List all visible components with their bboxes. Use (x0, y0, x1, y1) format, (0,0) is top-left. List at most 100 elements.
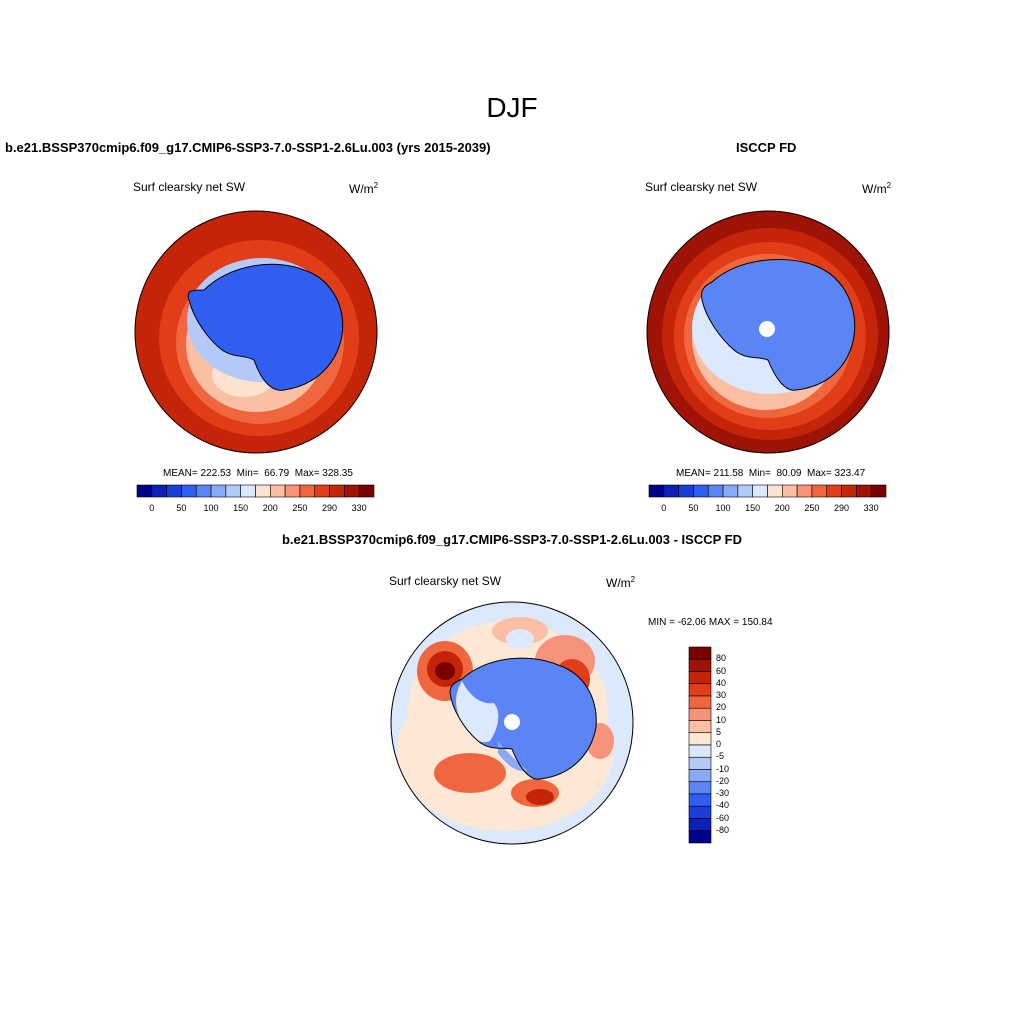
colorbar-tick-label: 30 (716, 690, 727, 700)
colorbar-swatch (688, 769, 712, 783)
colorbar-swatch (688, 646, 712, 660)
colorbar-swatch (329, 484, 345, 498)
colorbar-swatch (314, 484, 330, 498)
panel2-variable-label: Surf clearsky net SW (645, 180, 758, 194)
panel2-units: W/m2 (862, 181, 892, 196)
colorbar-swatch (693, 484, 709, 498)
panel3-units: W/m2 (606, 575, 636, 590)
colorbar-tick-label: 10 (716, 714, 727, 725)
colorbar-swatch (688, 756, 712, 770)
panel1-polar-map (134, 210, 378, 454)
colorbar-tick-label: 40 (716, 677, 727, 688)
colorbar-swatch (648, 484, 665, 498)
colorbar-tick-label: 20 (716, 702, 727, 713)
colorbar-tick-label: 250 (804, 503, 820, 513)
colorbar-swatch (688, 818, 712, 832)
colorbar-tick-label: 290 (322, 503, 338, 513)
colorbar-swatch (284, 484, 301, 498)
colorbar-tick-label: 0 (716, 739, 722, 749)
panel2-colorbar (648, 484, 887, 498)
colorbar-tick-label: 150 (745, 503, 761, 513)
colorbar-swatch (841, 484, 857, 498)
colorbar-swatch (752, 484, 768, 498)
colorbar-swatch (722, 484, 739, 498)
colorbar-tick-label: 5 (716, 726, 722, 737)
colorbar-swatch (358, 484, 375, 498)
colorbar-tick-label: 0 (661, 503, 667, 513)
colorbar-swatch (151, 484, 167, 498)
colorbar-swatch (270, 484, 286, 498)
colorbar-swatch (688, 695, 712, 709)
figure-title: DJF (486, 92, 538, 123)
colorbar-swatch (344, 484, 360, 498)
colorbar-tick-label: 200 (774, 503, 790, 513)
colorbar-swatch (782, 484, 798, 498)
colorbar-tick-label: -10 (716, 763, 730, 774)
colorbar-tick-label: 200 (262, 503, 278, 513)
panel3-variable-label: Surf clearsky net SW (389, 574, 502, 588)
colorbar-tick-label: 50 (176, 503, 187, 513)
colorbar-tick-label: 330 (863, 503, 879, 513)
colorbar-swatch (688, 781, 712, 795)
colorbar-swatch (240, 484, 256, 498)
panel1-case-title: b.e21.BSSP370cmip6.f09_g17.CMIP6-SSP3-7.… (5, 140, 491, 155)
colorbar-swatch (166, 484, 182, 498)
colorbar-tick-label: -40 (716, 800, 730, 811)
panel2-stats: MEAN= 211.58 Min= 80.09 Max= 323.47 (676, 468, 866, 479)
colorbar-swatch (688, 658, 712, 672)
panel3-minmax: MIN = -62.06 MAX = 150.84 (648, 617, 773, 628)
panel1-variable-label: Surf clearsky net SW (133, 180, 246, 194)
panel2-case-title: ISCCP FD (736, 140, 797, 155)
colorbar-swatch (811, 484, 828, 498)
colorbar-tick-label: 330 (351, 503, 367, 513)
colorbar-tick-label: -80 (716, 824, 730, 835)
colorbar-swatch (688, 671, 712, 685)
colorbar-swatch (181, 484, 197, 498)
colorbar-tick-label: -20 (716, 775, 730, 786)
colorbar-swatch (688, 744, 712, 758)
colorbar-swatch (870, 484, 887, 498)
colorbar-tick-label: -60 (716, 812, 730, 823)
colorbar-swatch (210, 484, 227, 498)
colorbar-swatch (663, 484, 679, 498)
colorbar-swatch (688, 720, 712, 734)
colorbar-tick-label: 250 (292, 503, 308, 513)
colorbar-tick-label: 0 (149, 503, 155, 513)
colorbar-swatch (688, 683, 712, 697)
colorbar-swatch (688, 707, 712, 721)
colorbar-tick-label: 80 (716, 653, 727, 664)
colorbar-swatch (688, 793, 712, 807)
colorbar-swatch (195, 484, 212, 498)
panel1-stats: MEAN= 222.53 Min= 66.79 Max= 328.35 (163, 468, 353, 479)
panel1-colorbar (136, 484, 375, 498)
colorbar-swatch (255, 484, 271, 498)
colorbar-tick-label: -30 (716, 788, 730, 798)
colorbar-tick-label: 290 (834, 503, 850, 513)
panel1-colorbar-ticks: 0 50 100 150 200 250 290 330 (137, 503, 374, 515)
colorbar-swatch (299, 484, 316, 498)
colorbar-tick-label: -5 (716, 751, 725, 762)
panel3-colorbar-ticks: 80 60 40 30 20 10 5 0 -5 -10 -20 -30 -40 -60 -80 (716, 647, 756, 843)
colorbar-swatch (796, 484, 813, 498)
colorbar-swatch (688, 830, 712, 844)
colorbar-swatch (826, 484, 842, 498)
colorbar-tick-label: 60 (716, 665, 727, 676)
panel2-colorbar-ticks: 0 50 100 150 200 250 290 330 (649, 503, 886, 515)
colorbar-swatch (688, 732, 712, 746)
panel3-polar-map (390, 601, 634, 845)
panel3-colorbar (688, 646, 712, 844)
colorbar-swatch (737, 484, 753, 498)
colorbar-swatch (688, 805, 712, 819)
colorbar-swatch (707, 484, 724, 498)
colorbar-swatch (136, 484, 153, 498)
panel2-polar-map (646, 210, 890, 454)
colorbar-tick-label: 100 (203, 503, 219, 513)
colorbar-swatch (767, 484, 783, 498)
panel3-case-title: b.e21.BSSP370cmip6.f09_g17.CMIP6-SSP3-7.… (281, 532, 742, 547)
colorbar-tick-label: 50 (688, 503, 699, 513)
panel1-units: W/m2 (349, 181, 379, 196)
colorbar-tick-label: 100 (715, 503, 731, 513)
colorbar-swatch (225, 484, 241, 498)
colorbar-swatch (678, 484, 694, 498)
colorbar-swatch (856, 484, 872, 498)
